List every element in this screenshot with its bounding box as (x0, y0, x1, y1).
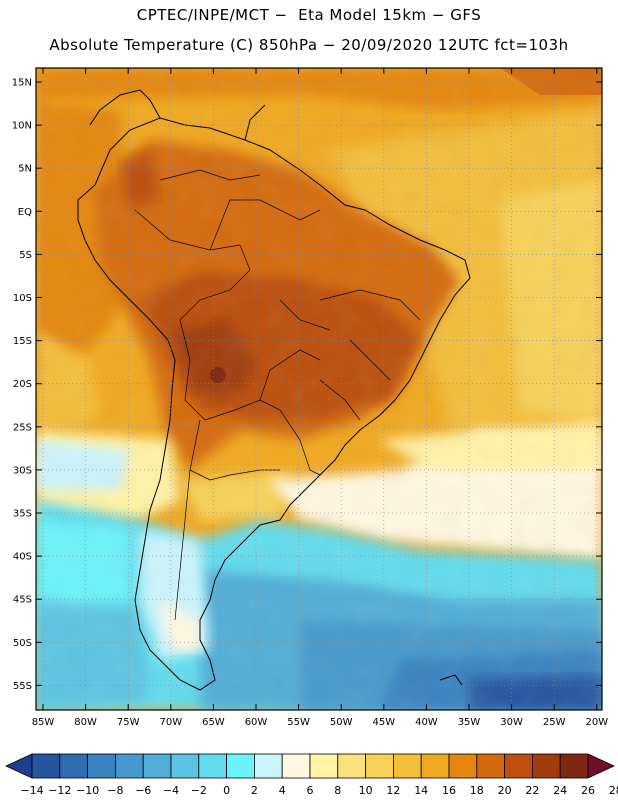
lat-label: 45S (13, 595, 32, 606)
colorbar-tick: 2 (251, 784, 258, 797)
lat-label: 50S (13, 638, 32, 649)
colorbar-tick: 24 (553, 784, 567, 797)
lat-label: 10N (12, 121, 32, 132)
lon-label: 40W (415, 717, 438, 728)
lat-label: 40S (13, 552, 32, 563)
lat-label: 55S (13, 681, 32, 692)
lat-label: 5S (19, 250, 32, 261)
lon-label: 85W (32, 717, 55, 728)
colorbar-tick: 0 (223, 784, 230, 797)
lon-label: 35W (458, 717, 481, 728)
colorbar-tick: 20 (498, 784, 512, 797)
longitude-labels: 85W 80W 75W 70W 65W 60W 55W 50W 45W 40W 35W 30W 25W 2… (32, 717, 609, 728)
colorbar-tick: 4 (279, 784, 286, 797)
lat-label: 15N (12, 78, 32, 89)
lat-label: EQ (18, 207, 32, 218)
colorbar-tick: −6 (135, 784, 151, 797)
country-borders (134, 169, 421, 621)
colorbar-tick: −12 (48, 784, 71, 797)
lon-label: 60W (245, 717, 268, 728)
colorbar-swatch (448, 753, 478, 779)
colorbar-swatch (420, 753, 450, 779)
lat-label: 10S (13, 293, 32, 304)
colorbar-low-extend (5, 753, 33, 779)
chart-subtitle: Absolute Temperature (C) 850hPa − 20/09/… (49, 36, 569, 54)
colorbar-swatch (337, 753, 366, 779)
colorbar-swatch (87, 753, 116, 779)
colorbar-tick: 28 (609, 784, 618, 797)
lat-label: 25S (13, 422, 32, 433)
colorbar-swatch (476, 753, 505, 779)
map-frame (35, 67, 603, 711)
colorbar-swatch (504, 753, 533, 779)
colorbar-swatch (559, 753, 589, 779)
latitude-labels: 15N 10N 5N EQ 5S 10S 15S 20S 25S 30S 35S 40S 45S 50S 5… (12, 78, 32, 692)
lon-label: 45W (372, 717, 395, 728)
colorbar-tick: −2 (191, 784, 207, 797)
lat-label: 5N (18, 164, 32, 175)
colorbar-high-extend (587, 753, 615, 779)
colorbar-swatch (170, 753, 200, 779)
chart-title: CPTEC/INPE/MCT − Eta Model 15km − GFS (136, 6, 482, 24)
colorbar-swatch (115, 753, 144, 779)
lon-label: 55W (287, 717, 310, 728)
colorbar-swatch (281, 753, 311, 779)
lat-label: 30S (13, 465, 32, 476)
colorbar-tick: −10 (76, 784, 99, 797)
colorbar-swatch (365, 753, 394, 779)
colorbar-tick: 14 (414, 784, 428, 797)
colorbar-tick-labels: −14 −12 −10 −8 −6 −4 −2 0 2 4 6 8 10 12 14 16 18 20 22 24 26… (20, 784, 618, 797)
coastline (77, 89, 471, 691)
colorbar (5, 753, 615, 779)
colorbar-swatch (253, 753, 283, 779)
lat-label: 35S (13, 509, 32, 520)
colorbar-swatch (532, 753, 561, 779)
colorbar-tick: 22 (525, 784, 539, 797)
lat-label: 15S (13, 336, 32, 347)
temperature-field (36, 68, 602, 710)
lon-label: 25W (543, 717, 566, 728)
colorbar-tick: 8 (334, 784, 341, 797)
colorbar-tick: 10 (359, 784, 373, 797)
axis-ticks (36, 68, 602, 710)
colorbar-swatch (142, 753, 172, 779)
lon-label: 65W (202, 717, 225, 728)
lon-label: 80W (74, 717, 97, 728)
colorbar-tick: −4 (163, 784, 179, 797)
colorbar-tick: 12 (386, 784, 400, 797)
lon-label: 30W (500, 717, 523, 728)
colorbar-swatch (31, 753, 61, 779)
lon-label: 70W (159, 717, 182, 728)
lon-label: 50W (330, 717, 353, 728)
colorbar-tick: 16 (442, 784, 456, 797)
colorbar-tick: −14 (20, 784, 43, 797)
colorbar-swatch (198, 753, 228, 779)
colorbar-tick: 26 (581, 784, 595, 797)
colorbar-tick: 6 (307, 784, 314, 797)
colorbar-swatch (392, 753, 422, 779)
lon-label: 75W (117, 717, 140, 728)
colorbar-tick: −8 (107, 784, 123, 797)
lon-label: 20W (585, 717, 608, 728)
colorbar-swatch (226, 753, 255, 779)
colorbar-swatch (309, 753, 339, 779)
colorbar-swatch (59, 753, 88, 779)
colorbar-tick: 18 (470, 784, 484, 797)
lat-label: 20S (13, 379, 32, 390)
